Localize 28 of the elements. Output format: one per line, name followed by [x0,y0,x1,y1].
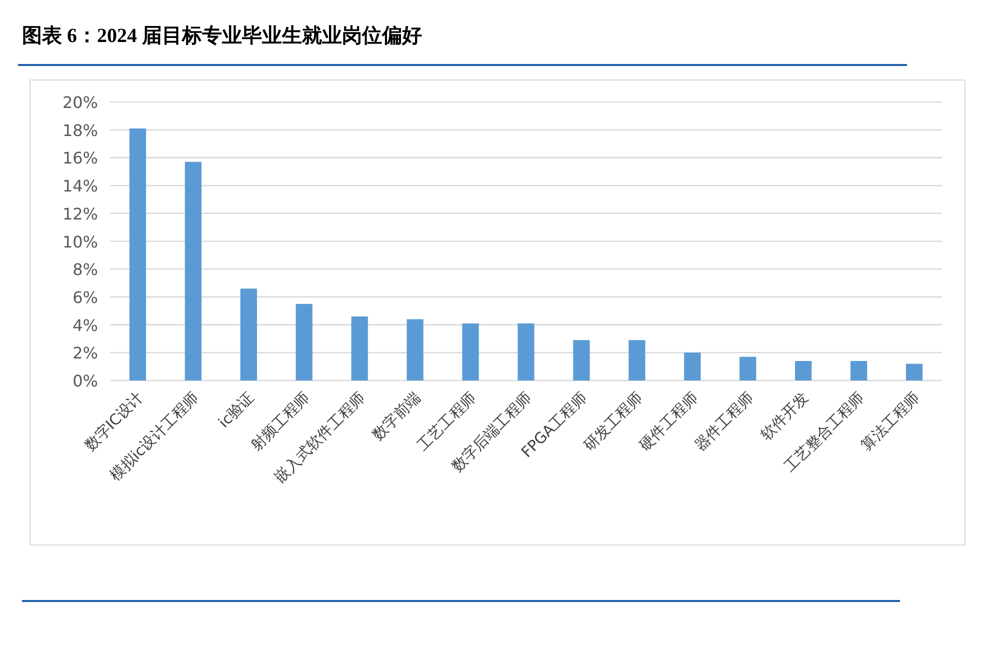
x-tick-label: ic验证 [214,388,258,432]
bar [406,319,424,380]
bar [684,352,701,380]
bar [296,304,312,380]
bar [129,128,146,380]
bar [240,288,257,380]
y-tick-label: 14% [62,176,98,196]
bar [518,323,534,380]
y-tick-label: 16% [62,148,98,168]
y-tick-label: 20% [62,93,98,112]
bar [906,364,923,380]
chart-title: 图表 6：2024 届目标专业毕业生就业岗位偏好 [22,24,422,47]
y-tick-label: 0% [72,372,98,390]
bar [740,356,756,380]
bar [628,340,646,380]
bar [850,361,868,380]
bar [462,323,479,380]
y-tick-label: 12% [62,204,98,224]
y-tick-label: 4% [72,316,98,335]
y-tick-label: 10% [62,232,98,252]
bar [573,340,590,380]
bar [351,316,368,380]
y-tick-label: 6% [72,288,98,307]
bar [795,361,812,380]
y-tick-label: 8% [72,260,98,280]
bar [184,162,202,380]
y-tick-label: 2% [72,344,98,363]
y-tick-label: 18% [62,120,98,140]
